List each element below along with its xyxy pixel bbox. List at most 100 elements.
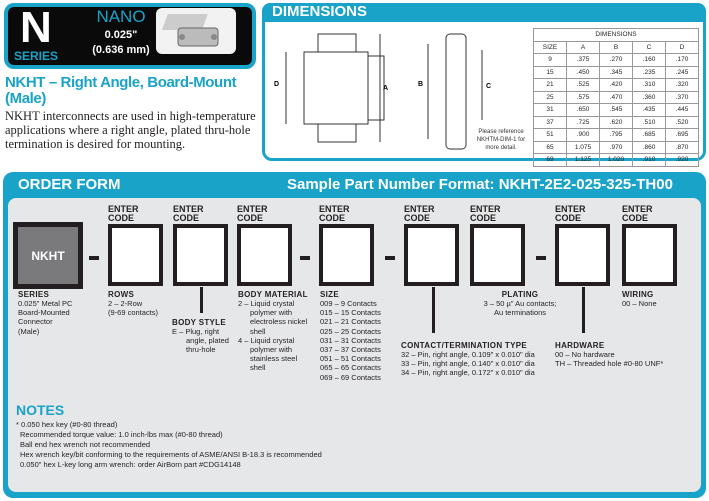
table-cell: .170 [665, 53, 699, 67]
separator-dash [385, 256, 395, 260]
enter-text: ENTER [555, 204, 586, 214]
table-row: 25.575.470.360.370 [533, 90, 699, 104]
code-input-box-2[interactable] [173, 224, 228, 286]
field-option: 33 – Pin, right angle, 0.140" x 0.010" d… [401, 359, 535, 369]
field-option: (Male) [18, 326, 40, 336]
table-cell: .375 [566, 53, 600, 67]
field-option: 015 – 15 Contacts [320, 308, 381, 318]
separator-dash [536, 256, 546, 260]
enter-text: ENTER [173, 204, 204, 214]
field-option: E – Plug, right [172, 327, 220, 336]
field-option: 009 – 9 Contacts [320, 299, 377, 308]
table-cell: .420 [599, 78, 633, 92]
table-cell: .235 [632, 65, 666, 79]
notes-title: NOTES [16, 402, 65, 418]
table-cell: .695 [665, 128, 699, 142]
table-cell: 37 [533, 115, 567, 129]
field-option: 4 – Liquid crystal [238, 335, 295, 345]
field-option: electroless nickel [250, 317, 308, 327]
leader-line [200, 287, 203, 313]
field-option: 021 – 21 Contacts [320, 317, 381, 327]
field-title: SERIES [18, 290, 50, 299]
enter-text: ENTER [319, 204, 350, 214]
code-input-box-8[interactable] [622, 224, 677, 286]
table-cell: .795 [599, 128, 633, 142]
field-option: 32 – Pin, right angle, 0.109" x 0.010" d… [401, 350, 535, 359]
code-input-box-1[interactable] [108, 224, 163, 286]
separator-dash [89, 256, 99, 260]
table-cell: .525 [566, 78, 600, 92]
table-row: 9.375.270.160.170 [533, 53, 699, 67]
field-contact: CONTACT/TERMINATION TYPE 32 – Pin, right … [401, 341, 535, 378]
enter-code-label: ENTER CODE [173, 205, 204, 223]
enter-text: ENTER [470, 204, 501, 214]
column-header: B [599, 40, 633, 54]
table-cell: .320 [665, 78, 699, 92]
field-title: ROWS [108, 290, 135, 299]
code-input-box-4[interactable] [319, 224, 374, 286]
table-row: 69 1.125 1.020.910.920 [533, 153, 699, 167]
column-header: A [566, 40, 600, 54]
table-cell: .520 [665, 115, 699, 129]
order-form-title: ORDER FORM [18, 176, 121, 193]
code-text: CODE [108, 213, 135, 223]
field-title: SIZE [320, 290, 339, 299]
product-description: NKHT interconnects are used in high-temp… [5, 109, 256, 151]
table-cell: 15 [533, 65, 567, 79]
table-cell: .900 [566, 128, 600, 142]
table-row: 37.725.620.510.520 [533, 115, 699, 129]
table-cell: 9 [533, 53, 567, 67]
field-option: Au terminations [493, 308, 547, 318]
reference-note: Please reference NKHTM-DIM-1 for more de… [476, 129, 526, 151]
table-row: 51.900.795.685.695 [533, 128, 699, 142]
dim-label-a: A [383, 85, 388, 92]
field-option: (9-69 contacts) [108, 308, 159, 318]
table-cell: .310 [632, 78, 666, 92]
field-body-style: BODY STYLE E – Plug, right angle, plated th… [172, 318, 229, 355]
table-cell: .360 [632, 90, 666, 104]
field-hardware: HARDWARE 00 – No hardware TH – Threaded ho… [555, 341, 663, 368]
field-title: CONTACT/TERMINATION TYPE [401, 341, 528, 350]
field-option: 34 – Pin, right angle, 0.172" x 0.010" d… [401, 368, 535, 378]
field-series: SERIES 0.025" Metal PC Board-Mounted Connec… [18, 290, 72, 336]
table-cell: .345 [599, 65, 633, 79]
field-title: HARDWARE [555, 341, 605, 350]
dimension-drawing: DAB [274, 33, 467, 150]
code-input-box-6[interactable] [470, 224, 525, 286]
table-cell: 65 [533, 140, 567, 154]
field-option: polymer with [250, 345, 293, 355]
field-option: 069 – 69 Contacts [320, 372, 381, 382]
series-label: SERIES [14, 49, 59, 63]
pitch-mm: (0.636 mm) [92, 44, 150, 56]
table-cell: 1.020 [599, 153, 633, 167]
enter-code-label: ENTER CODE [470, 205, 501, 223]
table-row: 15.450.345.235.245 [533, 65, 699, 79]
table-cell: 1.125 [566, 153, 600, 167]
pitch-inch: 0.025" [104, 29, 138, 41]
code-input-box-3[interactable] [237, 224, 292, 286]
table-cell: 21 [533, 78, 567, 92]
field-option: 031 – 31 Contacts [320, 335, 381, 345]
enter-code-label: ENTER CODE [404, 205, 435, 223]
table-cell: .545 [599, 103, 633, 117]
code-input-box-5[interactable] [404, 224, 459, 286]
field-option: shell [250, 326, 266, 336]
note-line: 0.050" hex L-key long arm wrench: order … [20, 460, 241, 469]
table-cell: .650 [566, 103, 600, 117]
dimensions-title: DIMENSIONS [272, 3, 368, 20]
dimensions-header [262, 3, 706, 22]
enter-code-label: ENTER CODE [237, 205, 268, 223]
leader-line [582, 287, 585, 333]
pitch: 0.025" (0.636 mm) [80, 28, 162, 58]
note-line: Recommended torque value: 1.0 inch-lbs m… [20, 430, 223, 439]
code-text: CODE [470, 213, 497, 223]
table-cell: .620 [599, 115, 633, 129]
field-option: thru-hole [186, 345, 216, 355]
table-cell: 31 [533, 103, 567, 117]
table-cell: 1.075 [566, 140, 600, 154]
product-title: NKHT – Right Angle, Board-Mount (Male) [5, 74, 237, 107]
table-cell: .450 [566, 65, 600, 79]
code-input-box-7[interactable] [555, 224, 610, 286]
enter-code-label: ENTER CODE [108, 205, 139, 223]
field-option: 3 – 50 µ" Au contacts; [483, 299, 557, 308]
